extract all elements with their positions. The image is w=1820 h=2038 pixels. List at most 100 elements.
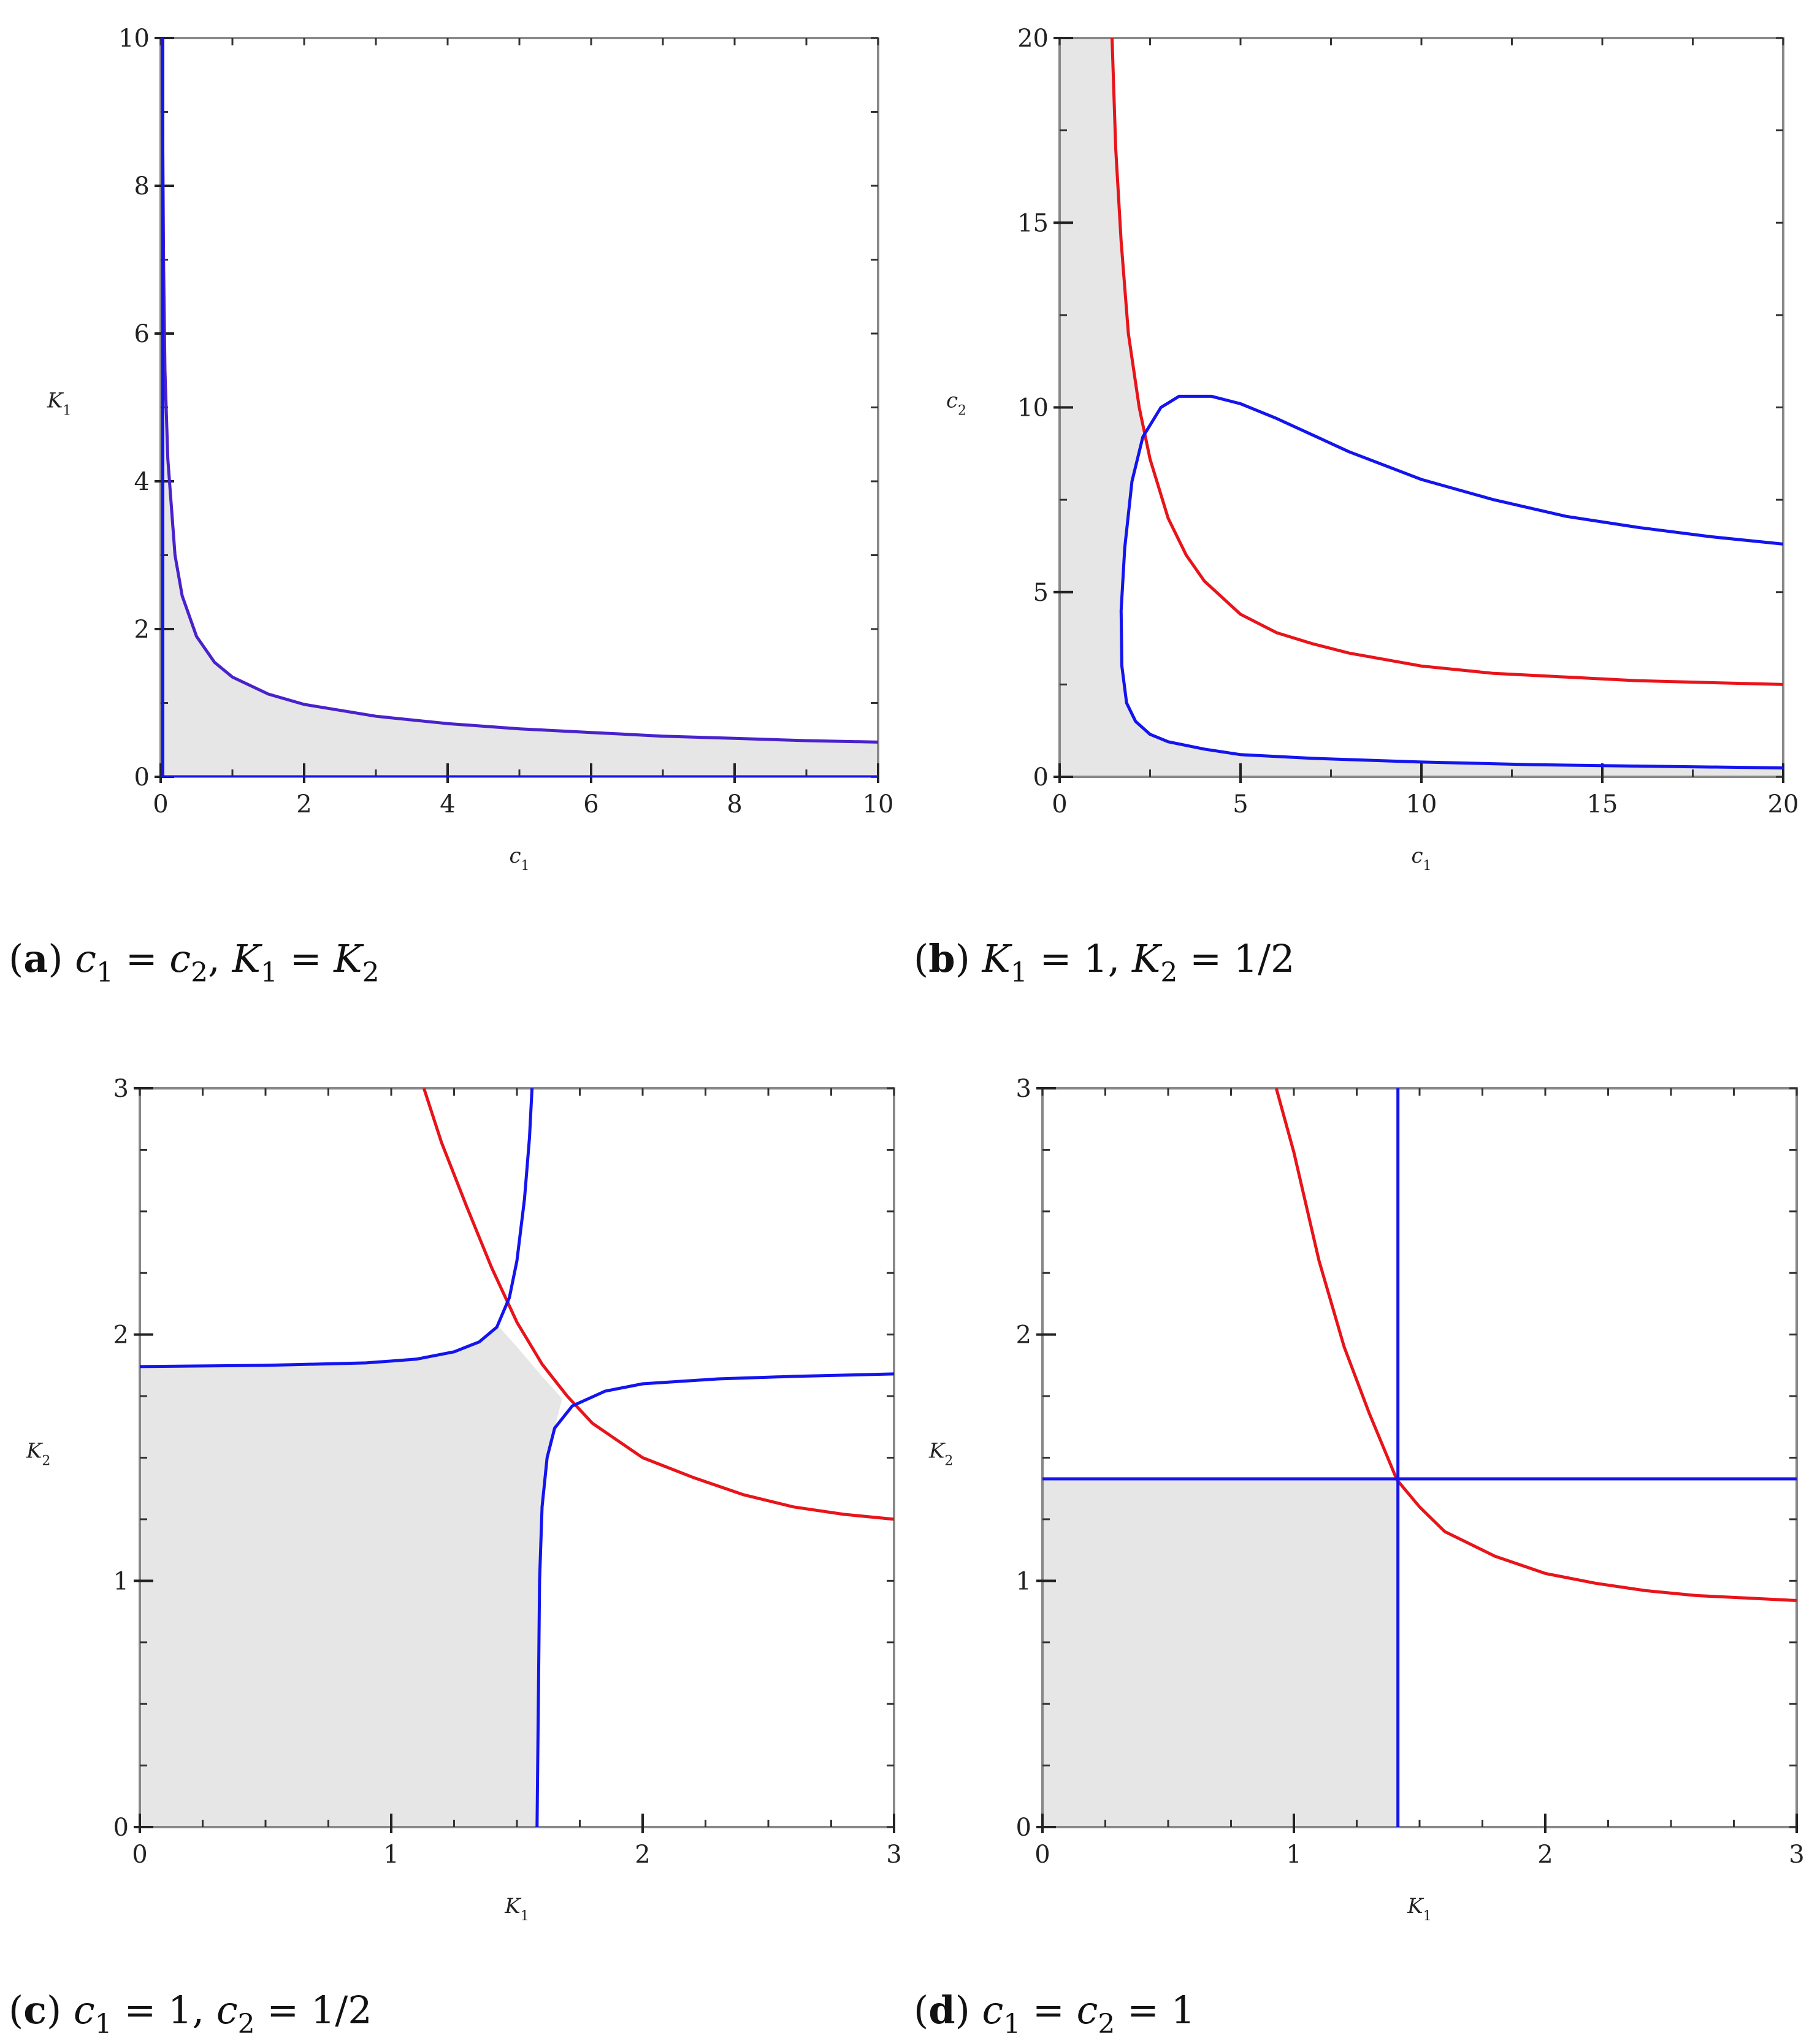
x-tick-label: 0: [153, 790, 168, 819]
caption-part: =: [1020, 1988, 1076, 2032]
caption-part: c: [216, 1988, 238, 2032]
y-tick-label: 0: [134, 763, 150, 792]
x-axis-label-sub: 1: [1423, 858, 1432, 874]
red-curve-0: [1111, 38, 1783, 686]
x-tick-label: 20: [1768, 790, 1799, 819]
blue-curve-2: [535, 1372, 894, 1827]
y-tick-label: 15: [1017, 209, 1049, 237]
caption-part: K: [981, 936, 1012, 981]
y-tick-label: 3: [1016, 1075, 1031, 1103]
caption-part: =: [278, 936, 334, 981]
caption-part: K: [333, 936, 364, 981]
caption-paren-close: ): [955, 1988, 982, 2032]
shaded-region: [1042, 1479, 1398, 1827]
y-tick-label: 0: [1016, 1814, 1031, 1842]
x-axis-label-sub: 1: [521, 858, 530, 874]
x-axis-label: c1: [1411, 844, 1431, 874]
caption-part: 2: [1160, 957, 1177, 988]
caption-part: = 1,: [1028, 936, 1132, 981]
x-tick-label: 2: [635, 1841, 650, 1869]
red-curve-0: [422, 1088, 894, 1521]
panel-caption: (d) c1 = c2 = 1: [914, 1988, 1195, 2038]
shaded-region: [162, 38, 878, 777]
panel-caption: (a) c1 = c2, K1 = K2: [9, 936, 380, 988]
y-axis-label: K2: [928, 1439, 953, 1469]
blue-curve-1: [140, 1088, 534, 1368]
y-tick-label: 1: [1016, 1567, 1031, 1595]
caption-part: c: [982, 1988, 1003, 2032]
y-tick-label: 0: [1033, 763, 1049, 792]
x-tick-label: 15: [1587, 790, 1618, 819]
x-tick-label: 0: [132, 1841, 147, 1869]
y-axis-label-base: K: [47, 389, 64, 413]
y-tick-label: 3: [113, 1075, 129, 1103]
y-axis-label-sub: 1: [63, 403, 71, 419]
caption-part: ,: [208, 936, 232, 981]
caption-paren-close: ): [48, 936, 75, 981]
caption-part: 1: [261, 957, 278, 988]
x-tick-label: 3: [1789, 1841, 1804, 1869]
caption-paren-close: ): [47, 1988, 74, 2032]
y-tick-label: 1: [113, 1567, 129, 1595]
caption-letter: d: [928, 1988, 955, 2032]
y-axis-label: K1: [47, 389, 71, 419]
caption-part: c: [1077, 1988, 1098, 2032]
y-tick-label: 2: [113, 1321, 129, 1349]
x-axis-label: c1: [509, 844, 529, 874]
x-tick-label: 6: [583, 790, 598, 819]
caption-part: 2: [362, 957, 380, 988]
x-tick-label: 1: [383, 1841, 399, 1869]
caption-paren-open: (: [914, 1988, 928, 2032]
caption-part: c: [74, 1988, 95, 2032]
x-tick-label: 0: [1034, 1841, 1050, 1869]
x-axis-label-base: K: [504, 1894, 522, 1918]
caption-paren-open: (: [914, 936, 928, 981]
x-axis-label: K1: [504, 1894, 529, 1924]
y-tick-label: 6: [134, 320, 150, 348]
x-axis-label: K1: [1407, 1894, 1431, 1924]
x-tick-label: 1: [1286, 1841, 1301, 1869]
x-tick-label: 5: [1233, 790, 1248, 819]
y-tick-label: 2: [1016, 1321, 1031, 1349]
x-axis-label-base: K: [1407, 1894, 1424, 1918]
y-tick-label: 4: [134, 468, 150, 496]
shaded-region: [140, 1327, 562, 1827]
y-axis-label-base: K: [928, 1439, 946, 1464]
y-axis-label-sub: 2: [944, 1454, 953, 1469]
panel-caption: (b) K1 = 1, K2 = 1/2: [914, 936, 1295, 988]
plot-frame: [159, 37, 879, 778]
caption-part: = 1/2: [1177, 936, 1294, 981]
y-axis-label-sub: 2: [958, 403, 966, 419]
caption-part: 2: [191, 957, 208, 988]
y-axis-label-base: c: [946, 389, 958, 413]
x-tick-label: 4: [440, 790, 455, 819]
x-tick-label: 2: [296, 790, 312, 819]
caption-part: c: [169, 936, 191, 981]
x-tick-label: 2: [1537, 1841, 1553, 1869]
x-axis-label-sub: 1: [521, 1909, 529, 1924]
caption-paren-open: (: [9, 936, 23, 981]
caption-part: 1: [95, 2009, 112, 2038]
x-tick-label: 10: [863, 790, 894, 819]
x-axis-label-sub: 1: [1423, 1909, 1432, 1924]
caption-part: K: [1131, 936, 1163, 981]
caption-letter: b: [928, 936, 955, 981]
y-axis-label: K2: [26, 1439, 50, 1469]
caption-letter: a: [23, 936, 48, 981]
caption-part: = 1: [1115, 1988, 1195, 2032]
blue-curve-1: [1119, 394, 1783, 769]
y-axis-label: c2: [946, 389, 966, 419]
caption-part: 1: [1011, 957, 1028, 988]
y-tick-label: 20: [1017, 25, 1049, 53]
x-tick-label: 10: [1406, 790, 1437, 819]
panel-caption: (c) c1 = 1, c2 = 1/2: [9, 1988, 372, 2038]
caption-part: c: [75, 936, 96, 981]
y-tick-label: 5: [1033, 579, 1049, 607]
x-tick-label: 8: [727, 790, 742, 819]
caption-part: 2: [1098, 2009, 1115, 2038]
caption-letter: c: [23, 1988, 47, 2032]
